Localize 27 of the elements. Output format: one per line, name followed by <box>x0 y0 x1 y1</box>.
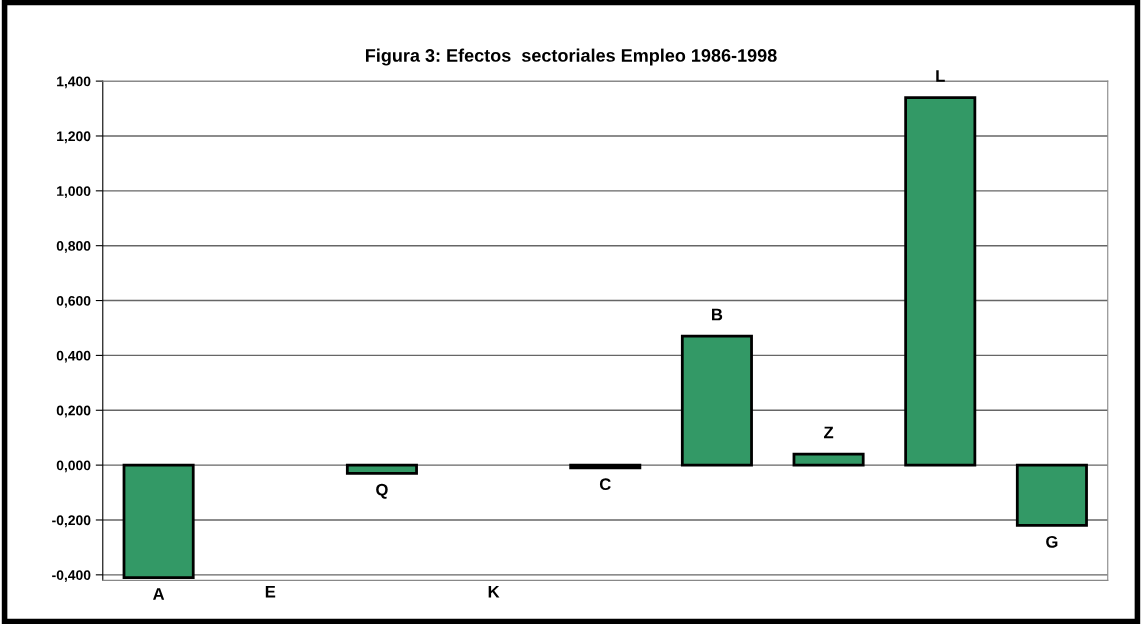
y-tick-label: 0,400 <box>56 350 91 363</box>
bar <box>792 452 865 467</box>
bar <box>1015 463 1088 527</box>
chart-title: Figura 3: Efectos sectoriales Empleo 1986-1998 <box>365 48 777 66</box>
x-tick-label: G <box>1046 535 1058 548</box>
y-tick-label: 1,200 <box>57 131 91 144</box>
y-tick-label: 0,800 <box>56 241 91 253</box>
x-tick-label: B <box>712 308 723 321</box>
bar <box>122 463 195 579</box>
x-tick-label: Q <box>376 483 388 499</box>
y-tick-label: 0,600 <box>56 295 91 308</box>
y-tick-label: 0,200 <box>56 405 91 418</box>
y-tick-label: -0,200 <box>52 515 91 528</box>
bar <box>569 463 642 470</box>
x-tick-label: Z <box>823 426 834 439</box>
bar <box>904 96 977 467</box>
x-tick-label: E <box>265 585 276 598</box>
y-tick-label: 0,000 <box>56 460 91 473</box>
x-tick-label: A <box>153 588 165 600</box>
bar <box>345 463 418 475</box>
bar <box>680 334 753 467</box>
y-tick-label: 1,400 <box>57 76 91 89</box>
y-tick-label: -0,400 <box>52 570 91 583</box>
x-tick-label: L <box>936 70 945 82</box>
x-tick-label: K <box>488 585 500 598</box>
y-tick-label: 1,000 <box>57 186 91 199</box>
x-tick-label: C <box>599 478 611 491</box>
